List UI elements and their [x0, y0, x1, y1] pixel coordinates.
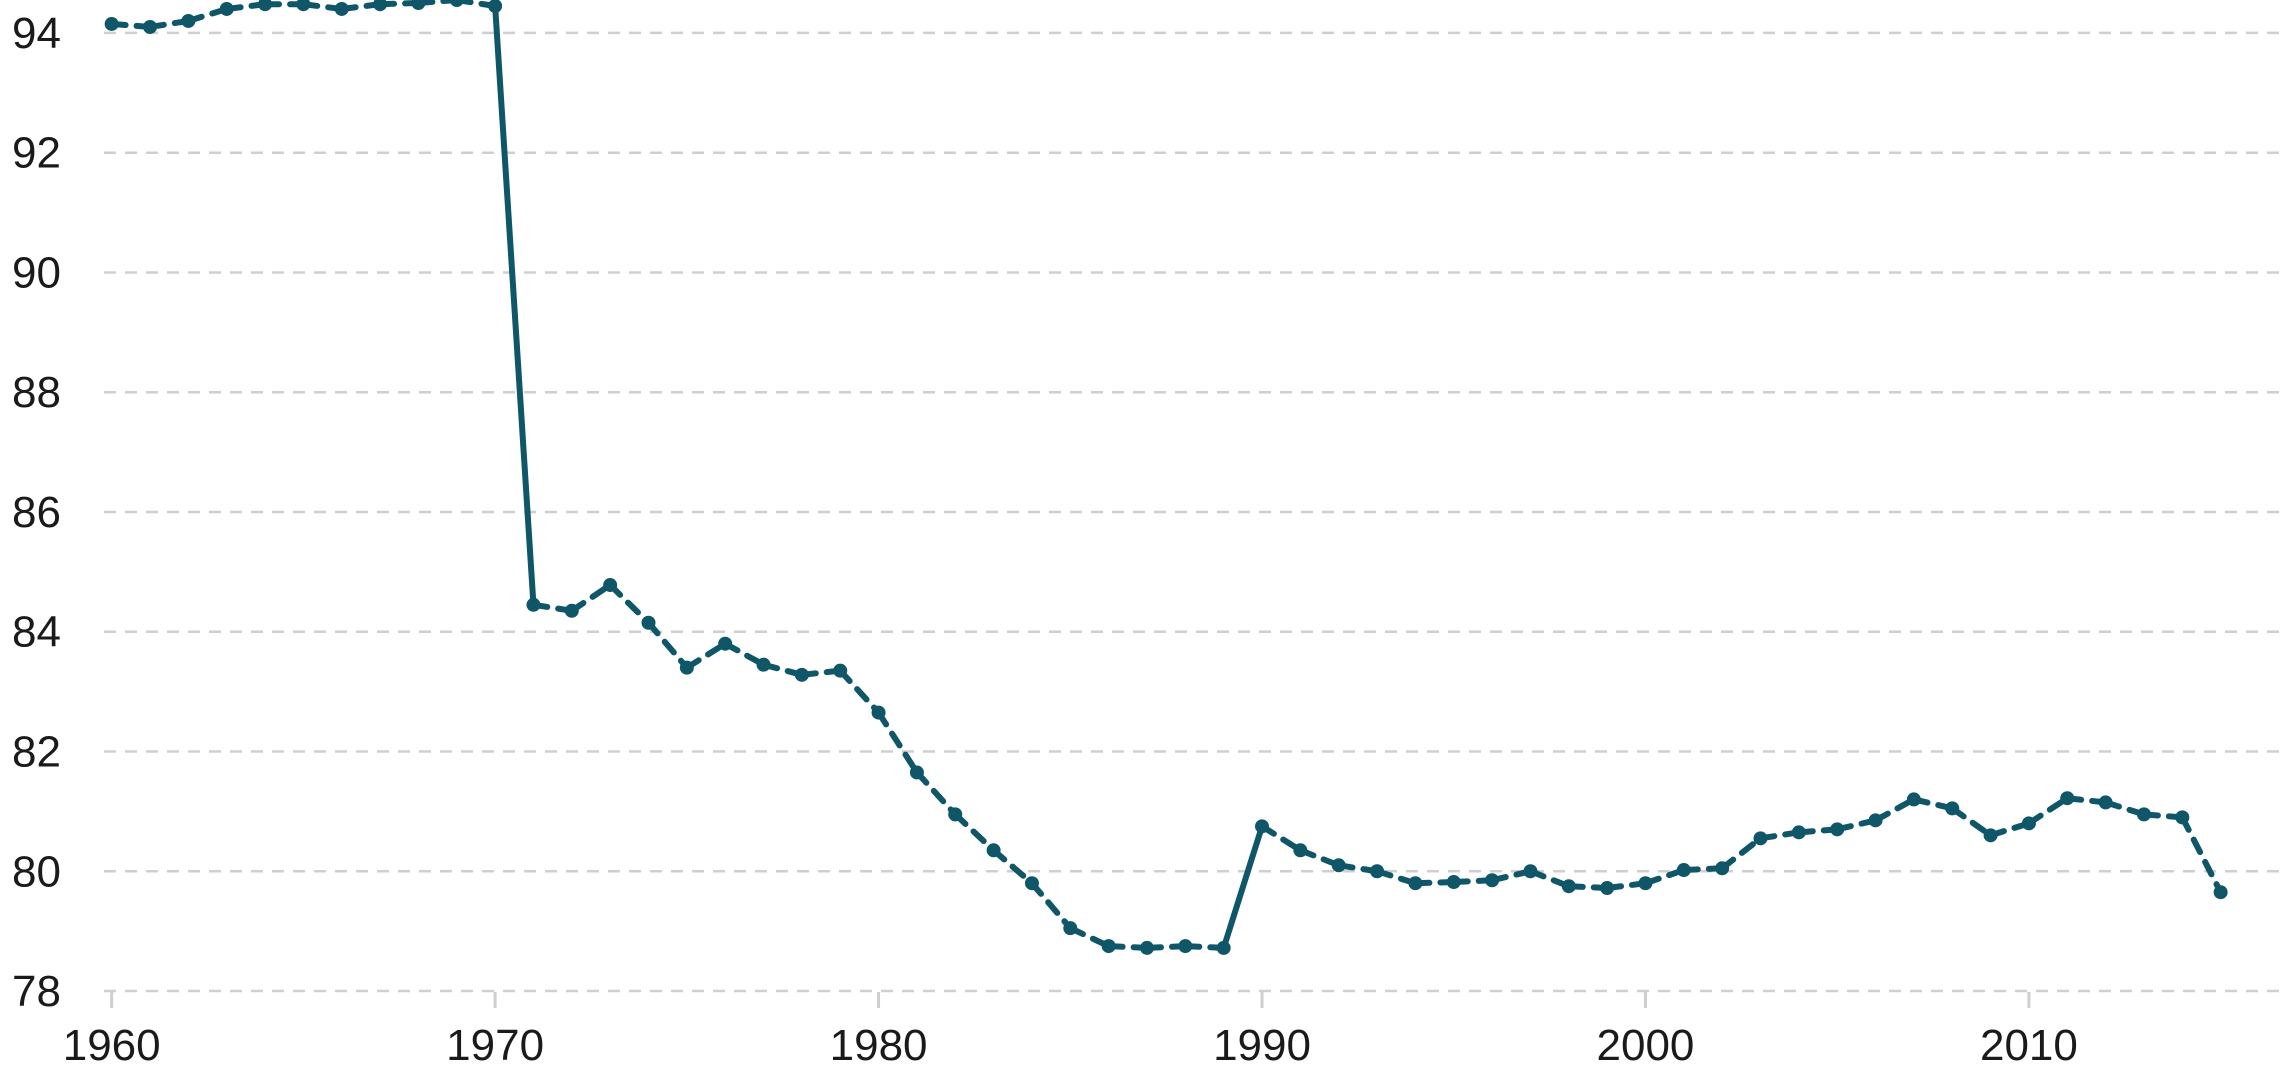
- series-segment: [1259, 823, 1304, 854]
- series-segment: [952, 811, 997, 854]
- data-point-2002: [1715, 861, 1730, 876]
- data-point-2006: [1868, 813, 1883, 828]
- data-point-1994: [1408, 876, 1423, 891]
- data-point-2008: [1945, 801, 1960, 816]
- y-tick-label: 80: [12, 847, 61, 896]
- data-point-1983: [986, 843, 1001, 858]
- data-point-1993: [1370, 864, 1385, 879]
- y-tick-label: 84: [12, 608, 61, 657]
- data-point-1976: [718, 636, 733, 651]
- series-layer: [108, 0, 2224, 951]
- y-tick-label: 92: [12, 129, 61, 178]
- gridlines: [104, 31, 2282, 993]
- data-point-1974: [641, 615, 656, 630]
- y-tick-label: 86: [12, 488, 61, 537]
- data-point-1981: [909, 765, 924, 780]
- data-point-2015: [2213, 885, 2228, 900]
- data-point-1999: [1600, 881, 1615, 896]
- series-segment: [1028, 880, 1074, 932]
- series-segment: [1872, 796, 1917, 824]
- data-point-1964: [258, 0, 273, 12]
- data-point-1987: [1139, 940, 1154, 955]
- x-axis: 1960 1970 1980 1990 2000 2010: [63, 992, 2078, 1070]
- series-segment: [875, 709, 920, 776]
- series-segment: [913, 769, 959, 818]
- x-tick-label: 1960: [63, 1021, 161, 1070]
- data-point-2003: [1753, 831, 1768, 846]
- x-tick-label: 2010: [1980, 1021, 2078, 1070]
- data-point-1970: [488, 0, 503, 13]
- series-segment: [990, 847, 1035, 887]
- data-point-1978: [794, 667, 809, 682]
- data-point-1967: [373, 0, 388, 12]
- data-point-1961: [143, 19, 158, 34]
- series-segment: [492, 2, 537, 608]
- x-tick-label: 1970: [446, 1021, 544, 1070]
- data-point-1960: [104, 16, 119, 31]
- data-point-1991: [1293, 843, 1308, 858]
- x-tick-label: 1990: [1213, 1021, 1311, 1070]
- data-point-2005: [1830, 822, 1845, 837]
- y-tick-label: 82: [12, 727, 61, 776]
- data-point-1997: [1523, 864, 1538, 879]
- data-point-2007: [1906, 792, 1921, 807]
- data-points: [104, 0, 2228, 955]
- data-point-2009: [1983, 828, 1998, 843]
- data-point-2004: [1791, 825, 1806, 840]
- series-segment: [2025, 795, 2071, 827]
- series-segment: [837, 667, 882, 716]
- data-point-2001: [1676, 863, 1691, 878]
- series-segment: [607, 582, 652, 626]
- series-segment: [1949, 805, 1994, 839]
- data-point-2011: [2060, 791, 2075, 806]
- y-tick-label: 78: [12, 967, 61, 1016]
- data-point-1982: [948, 807, 963, 822]
- data-point-2014: [2175, 810, 2190, 825]
- data-point-1985: [1063, 921, 1078, 936]
- data-point-2012: [2098, 795, 2113, 810]
- series-segment: [722, 640, 767, 668]
- x-tick-label: 1980: [830, 1021, 928, 1070]
- data-point-1973: [603, 578, 618, 593]
- data-point-1979: [833, 663, 848, 678]
- data-point-2013: [2136, 807, 2151, 822]
- data-point-1972: [564, 603, 579, 618]
- series-segment: [645, 619, 690, 671]
- data-point-1998: [1561, 879, 1576, 894]
- data-point-1992: [1331, 858, 1346, 873]
- data-point-1995: [1446, 875, 1461, 890]
- y-tick-label: 88: [12, 368, 61, 417]
- data-point-1968: [411, 0, 426, 10]
- data-point-2000: [1638, 876, 1653, 891]
- data-point-1975: [679, 660, 694, 675]
- data-point-1996: [1485, 873, 1500, 888]
- data-point-1966: [334, 1, 349, 16]
- series-segment: [2179, 814, 2224, 896]
- data-point-1980: [871, 705, 886, 720]
- data-point-1965: [296, 0, 311, 12]
- series-segment: [683, 640, 729, 671]
- series-segment: [1220, 823, 1266, 951]
- y-axis-tick-labels: 78 80 82 84 86 88 90 92 94: [12, 9, 61, 1016]
- data-point-1989: [1216, 940, 1231, 955]
- data-point-1962: [181, 13, 196, 28]
- data-point-1977: [756, 657, 771, 672]
- data-point-1986: [1101, 939, 1116, 954]
- series-segment: [1719, 835, 1764, 872]
- data-point-1971: [526, 597, 541, 612]
- series-segment: [1067, 925, 1112, 950]
- x-tick-label: 2000: [1597, 1021, 1695, 1070]
- data-point-1988: [1178, 939, 1193, 954]
- data-point-2010: [2021, 816, 2036, 831]
- data-point-1963: [219, 1, 234, 16]
- data-point-1969: [449, 0, 464, 7]
- series-segment: [568, 582, 614, 614]
- y-tick-label: 94: [12, 9, 61, 58]
- data-point-1984: [1024, 876, 1039, 891]
- data-point-1990: [1255, 819, 1270, 834]
- y-tick-label: 90: [12, 248, 61, 297]
